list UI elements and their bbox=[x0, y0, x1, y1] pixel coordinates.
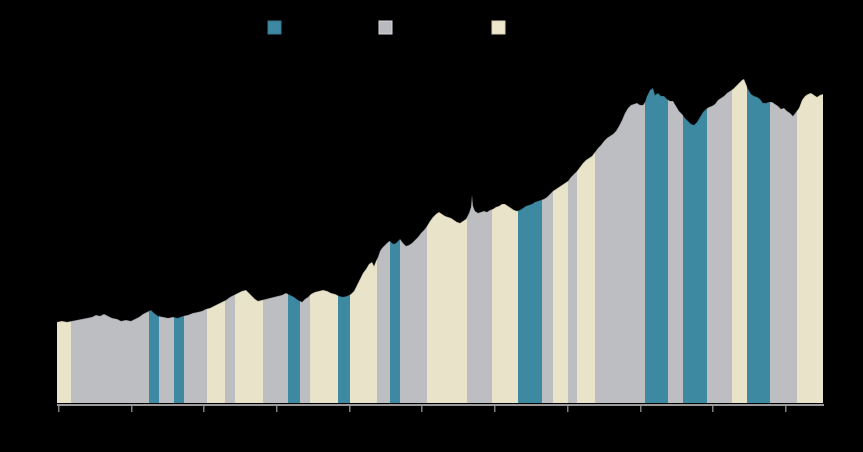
x-axis-tick-3 bbox=[276, 406, 278, 412]
x-axis-tick-6 bbox=[494, 406, 496, 412]
area-band-gray-19 bbox=[467, 79, 492, 403]
area-band-gray-22 bbox=[542, 79, 553, 403]
area-band-cream-20 bbox=[492, 79, 518, 403]
x-axis-tick-1 bbox=[131, 406, 133, 412]
area-band-cream-31 bbox=[732, 79, 747, 403]
area-band-cream-18 bbox=[427, 79, 467, 403]
area-band-teal-10 bbox=[288, 79, 300, 403]
legend-swatch-teal bbox=[267, 20, 282, 35]
area-band-gray-7 bbox=[225, 79, 235, 403]
area-band-gray-5 bbox=[184, 79, 207, 403]
area-band-cream-14 bbox=[350, 79, 377, 403]
area-band-cream-0 bbox=[57, 79, 71, 403]
area-band-gray-26 bbox=[595, 79, 645, 403]
area-band-gray-33 bbox=[770, 79, 797, 403]
area-band-teal-21 bbox=[518, 79, 542, 403]
area-band-teal-2 bbox=[149, 79, 159, 403]
area-band-cream-12 bbox=[310, 79, 338, 403]
x-axis-line bbox=[57, 404, 824, 406]
legend-swatch-gray bbox=[378, 20, 393, 35]
area-band-gray-9 bbox=[263, 79, 288, 403]
x-axis-tick-0 bbox=[58, 406, 60, 412]
area-band-gray-11 bbox=[300, 79, 310, 403]
area-band-teal-16 bbox=[390, 79, 400, 403]
area-band-teal-32 bbox=[747, 79, 770, 403]
x-axis-tick-5 bbox=[421, 406, 423, 412]
area-band-cream-34 bbox=[797, 79, 823, 403]
area-band-cream-25 bbox=[577, 79, 595, 403]
area-top-edge bbox=[56, 78, 824, 323]
band-group bbox=[57, 79, 823, 403]
area-band-teal-27 bbox=[645, 79, 668, 403]
x-axis-tick-2 bbox=[203, 406, 205, 412]
area-band-teal-29 bbox=[683, 79, 707, 403]
area-band-cream-8 bbox=[235, 79, 263, 403]
x-axis-tick-9 bbox=[712, 406, 714, 412]
area-band-gray-30 bbox=[707, 79, 732, 403]
area-band-gray-3 bbox=[159, 79, 174, 403]
legend-swatch-cream bbox=[491, 20, 506, 35]
area-band-gray-15 bbox=[377, 79, 390, 403]
area-band-gray-28 bbox=[668, 79, 683, 403]
area-band-cream-6 bbox=[207, 79, 225, 403]
x-axis-tick-4 bbox=[349, 406, 351, 412]
area-band-teal-4 bbox=[174, 79, 184, 403]
area-band-cream-23 bbox=[553, 79, 568, 403]
area-band-gray-17 bbox=[400, 79, 427, 403]
x-axis-tick-10 bbox=[785, 406, 787, 412]
area-band-gray-24 bbox=[568, 79, 577, 403]
x-axis-tick-8 bbox=[640, 406, 642, 412]
area-band-teal-13 bbox=[338, 79, 350, 403]
area-band-gray-1 bbox=[71, 79, 149, 403]
x-axis-tick-7 bbox=[567, 406, 569, 412]
